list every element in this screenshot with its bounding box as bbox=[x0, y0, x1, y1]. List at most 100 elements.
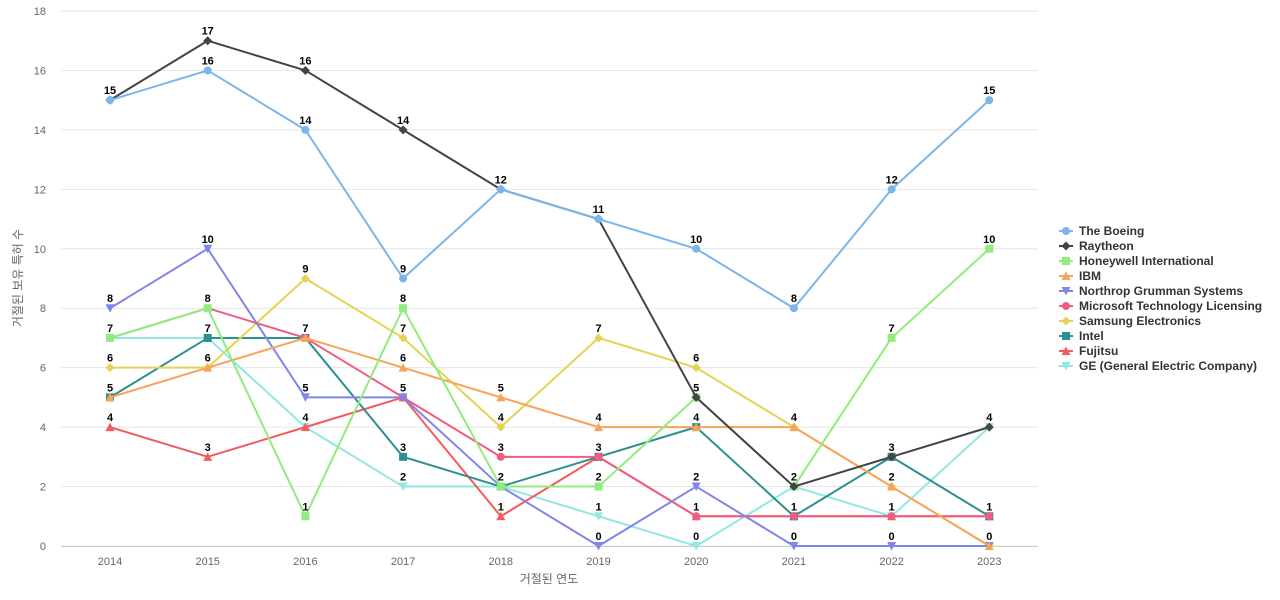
legend-label: Northrop Grumman Systems bbox=[1079, 284, 1243, 298]
y-tick-label: 14 bbox=[34, 125, 46, 137]
y-tick-label: 8 bbox=[40, 303, 46, 315]
data-label: 5 bbox=[302, 382, 308, 394]
data-label: 3 bbox=[205, 442, 211, 454]
data-label: 17 bbox=[202, 26, 214, 38]
data-point bbox=[789, 482, 799, 492]
series-line-the-boeing bbox=[109, 69, 991, 310]
data-point bbox=[887, 452, 897, 462]
data-point bbox=[203, 333, 212, 342]
legend-item-microsoft-technology-licensing[interactable]: Microsoft Technology Licensing bbox=[1059, 299, 1262, 313]
data-label: 2 bbox=[889, 472, 895, 484]
data-label: 8 bbox=[791, 293, 797, 305]
data-label: 6 bbox=[693, 353, 699, 365]
y-tick-label: 0 bbox=[40, 541, 46, 553]
data-point bbox=[887, 482, 897, 491]
data-label: 4 bbox=[986, 412, 993, 424]
data-label: 15 bbox=[104, 85, 116, 97]
series-ge-general-electric-company bbox=[105, 333, 994, 551]
series-line-ge-general-electric-company bbox=[109, 336, 991, 547]
data-label: 2 bbox=[498, 472, 504, 484]
data-label: 16 bbox=[202, 55, 214, 67]
series-raytheon bbox=[105, 36, 994, 492]
data-point bbox=[692, 512, 701, 521]
data-label: 0 bbox=[986, 531, 992, 543]
data-point bbox=[398, 482, 408, 492]
data-point bbox=[691, 422, 701, 432]
data-point bbox=[985, 512, 994, 521]
data-point bbox=[398, 333, 408, 343]
data-label: 7 bbox=[889, 323, 895, 335]
data-label: 5 bbox=[693, 382, 699, 394]
y-tick-label: 2 bbox=[40, 482, 46, 494]
data-point bbox=[398, 125, 408, 135]
x-tick-label: 2023 bbox=[977, 556, 1001, 568]
data-label: 1 bbox=[889, 501, 895, 513]
grid bbox=[61, 10, 1038, 547]
data-point bbox=[398, 363, 408, 372]
legend-marker bbox=[1062, 227, 1070, 235]
legend-item-honeywell-international[interactable]: Honeywell International bbox=[1059, 254, 1214, 268]
data-point bbox=[105, 422, 115, 432]
data-point bbox=[887, 512, 896, 521]
y-axis-title: 거절된 보유 특허 수 bbox=[11, 229, 25, 327]
data-point bbox=[984, 422, 994, 432]
x-tick-label: 2022 bbox=[879, 556, 903, 568]
data-point bbox=[985, 244, 994, 253]
data-label: 5 bbox=[400, 382, 406, 394]
data-label: 4 bbox=[302, 412, 309, 424]
data-point bbox=[887, 542, 897, 551]
series-line-northrop-grumman-systems bbox=[109, 247, 991, 547]
legend-item-ge-general-electric-company[interactable]: GE (General Electric Company) bbox=[1059, 359, 1257, 373]
data-label: 1 bbox=[302, 501, 308, 513]
legend-marker bbox=[1061, 346, 1071, 355]
data-label: 10 bbox=[983, 234, 995, 246]
legend-label: IBM bbox=[1079, 269, 1101, 283]
legend-marker bbox=[1061, 362, 1071, 371]
data-label: 6 bbox=[400, 353, 406, 365]
legend-item-the-boeing[interactable]: The Boeing bbox=[1059, 224, 1144, 238]
legend-marker bbox=[1061, 241, 1071, 251]
data-label: 6 bbox=[205, 353, 211, 365]
legend-item-samsung-electronics[interactable]: Samsung Electronics bbox=[1059, 314, 1201, 328]
x-tick-label: 2017 bbox=[391, 556, 415, 568]
data-point bbox=[496, 185, 505, 194]
data-label: 14 bbox=[397, 115, 410, 127]
data-point bbox=[984, 541, 994, 550]
data-point bbox=[789, 512, 798, 521]
legend-item-ibm[interactable]: IBM bbox=[1059, 269, 1101, 283]
data-point bbox=[496, 422, 506, 432]
data-label: 1 bbox=[986, 501, 992, 513]
legend-item-intel[interactable]: Intel bbox=[1059, 329, 1104, 343]
data-point bbox=[887, 185, 896, 194]
data-point bbox=[789, 422, 799, 432]
legend-marker bbox=[1062, 257, 1070, 265]
data-label: 3 bbox=[595, 442, 601, 454]
data-label: 10 bbox=[202, 234, 214, 246]
data-label: 2 bbox=[595, 472, 601, 484]
legend-item-fujitsu[interactable]: Fujitsu bbox=[1059, 344, 1118, 358]
data-point bbox=[789, 542, 799, 551]
data-point bbox=[203, 304, 212, 313]
data-point bbox=[300, 333, 310, 342]
y-tick-label: 12 bbox=[34, 184, 46, 196]
legend-marker bbox=[1061, 316, 1071, 326]
series-group bbox=[105, 36, 994, 551]
data-label: 7 bbox=[205, 323, 211, 335]
legend-item-raytheon[interactable]: Raytheon bbox=[1059, 239, 1134, 253]
legend-label: The Boeing bbox=[1079, 224, 1144, 238]
legend-item-northrop-grumman-systems[interactable]: Northrop Grumman Systems bbox=[1059, 284, 1243, 298]
data-label: 1 bbox=[693, 501, 699, 513]
data-label: 7 bbox=[302, 323, 308, 335]
data-point bbox=[691, 542, 701, 551]
data-point bbox=[496, 392, 506, 402]
data-point bbox=[300, 393, 310, 402]
data-point bbox=[203, 363, 213, 372]
data-point bbox=[594, 333, 603, 343]
data-label: 7 bbox=[107, 323, 113, 335]
data-point bbox=[203, 452, 213, 461]
data-label: 14 bbox=[299, 115, 312, 127]
data-label: 2 bbox=[400, 472, 406, 484]
